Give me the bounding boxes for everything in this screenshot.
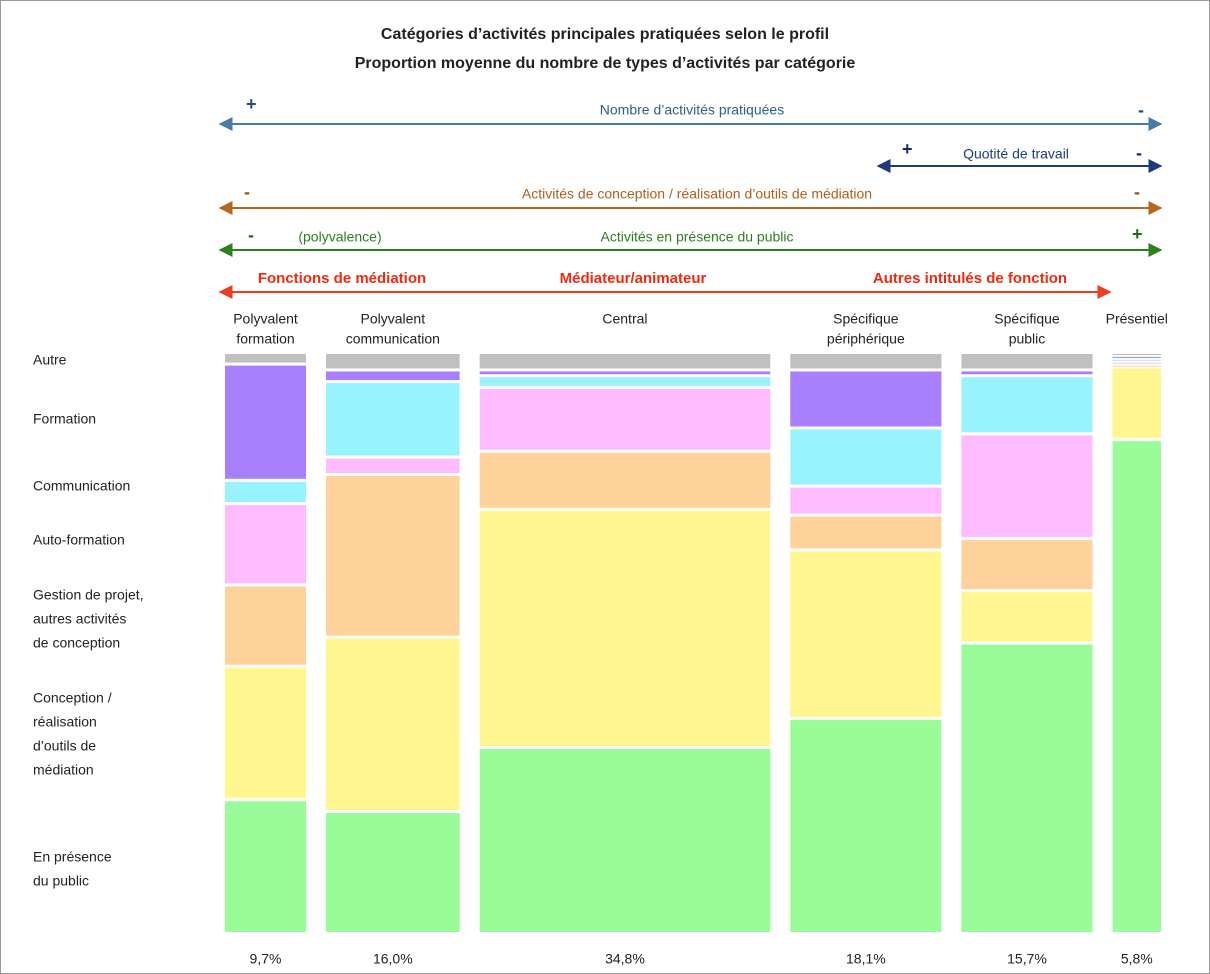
segment <box>1112 365 1161 367</box>
segment <box>1112 441 1161 932</box>
segment <box>790 371 942 427</box>
sign: - <box>1138 100 1144 120</box>
segment <box>479 354 771 369</box>
segment <box>790 551 942 718</box>
legend-label: médiation <box>33 762 94 778</box>
segment <box>961 354 1093 369</box>
segment <box>790 516 942 549</box>
segment <box>326 638 460 810</box>
annotation: Quotité de travail <box>963 146 1069 162</box>
sign: - <box>248 225 254 245</box>
segment <box>326 354 460 369</box>
width-label: 15,7% <box>1007 951 1047 967</box>
category-label: Présentiel <box>1106 311 1168 327</box>
segment <box>790 354 942 369</box>
arrow-quotite: + - Quotité de travail <box>876 139 1163 173</box>
segment <box>326 812 460 932</box>
segment <box>961 644 1093 932</box>
legend-label: réalisation <box>33 714 97 730</box>
category-label: Spécifique <box>833 311 899 327</box>
segment <box>1112 356 1161 358</box>
legend-label: Autre <box>33 352 67 368</box>
segment <box>961 377 1093 433</box>
category-label: Central <box>602 311 647 327</box>
chart-subtitle: Proportion moyenne du nombre de types d’… <box>355 55 856 72</box>
segment <box>225 667 307 799</box>
segment <box>225 505 307 584</box>
segment <box>479 388 771 450</box>
category-label: formation <box>236 331 294 347</box>
segment <box>479 371 771 375</box>
width-label: 5,8% <box>1121 951 1153 967</box>
category-label: Spécifique <box>994 311 1060 327</box>
width-label: 9,7% <box>250 951 282 967</box>
sign: - <box>1136 143 1142 163</box>
width-label: 34,8% <box>605 951 645 967</box>
segment <box>1112 368 1161 439</box>
arrow-activities: + - Nombre d’activités pratiquées <box>218 94 1163 131</box>
width-label: 16,0% <box>373 951 413 967</box>
legend-label: Communication <box>33 478 130 494</box>
sign: + <box>1132 224 1143 244</box>
segment <box>479 377 771 386</box>
annotation: Nombre d’activités pratiquées <box>600 102 784 118</box>
category-label: Polyvalent <box>233 311 298 327</box>
annotation: Fonctions de médiation <box>258 270 426 287</box>
annotation: Activités en présence du public <box>601 229 794 245</box>
chart-title: Catégories d’activités principales prati… <box>381 26 829 43</box>
segment <box>326 383 460 456</box>
segment <box>961 539 1093 590</box>
segment <box>479 452 771 508</box>
segment <box>961 371 1093 375</box>
segment <box>1112 359 1161 361</box>
category-label: Polyvalent <box>361 311 426 327</box>
segment <box>961 592 1093 642</box>
segment <box>1112 354 1161 355</box>
sign: - <box>244 182 250 202</box>
legend-label: En présence <box>33 849 112 865</box>
segment <box>790 487 942 514</box>
legend-label: Conception / <box>33 690 112 706</box>
segment <box>790 720 942 932</box>
legend-label: autres activités <box>33 611 126 627</box>
arrow-public: - (polyvalence) Activités en présence du… <box>218 224 1163 257</box>
category-label: public <box>1009 331 1046 347</box>
category-label: périphérique <box>827 331 905 347</box>
legend-label: Formation <box>33 411 96 427</box>
width-label: 18,1% <box>846 951 886 967</box>
segment <box>225 586 307 665</box>
legend-label: Gestion de projet, <box>33 587 144 603</box>
sign: + <box>902 139 913 159</box>
category-label: communication <box>346 331 440 347</box>
arrow-fonctions: Fonctions de médiation Médiateur/animate… <box>218 270 1112 299</box>
segment <box>479 510 771 747</box>
segment <box>225 365 307 479</box>
legend-label: du public <box>33 873 89 889</box>
segment <box>1112 362 1161 364</box>
legend-label: d’outils de <box>33 738 96 754</box>
annotation: (polyvalence) <box>298 229 381 245</box>
sign: + <box>246 94 257 114</box>
segment <box>326 371 460 381</box>
legend-label: Auto-formation <box>33 532 125 548</box>
arrow-conception: - - Activités de conception / réalisatio… <box>218 182 1163 215</box>
annotation: Médiateur/animateur <box>560 270 707 287</box>
segment <box>326 458 460 474</box>
annotation: Autres intitulés de fonction <box>873 270 1067 287</box>
segment <box>225 801 307 932</box>
segment <box>961 435 1093 537</box>
legend-label: de conception <box>33 635 120 651</box>
annotation: Activités de conception / réalisation d’… <box>522 186 872 202</box>
sign: - <box>1134 182 1140 202</box>
segment <box>479 749 771 932</box>
segment <box>225 481 307 503</box>
segment <box>790 429 942 485</box>
segment <box>326 476 460 636</box>
segment <box>225 354 307 363</box>
